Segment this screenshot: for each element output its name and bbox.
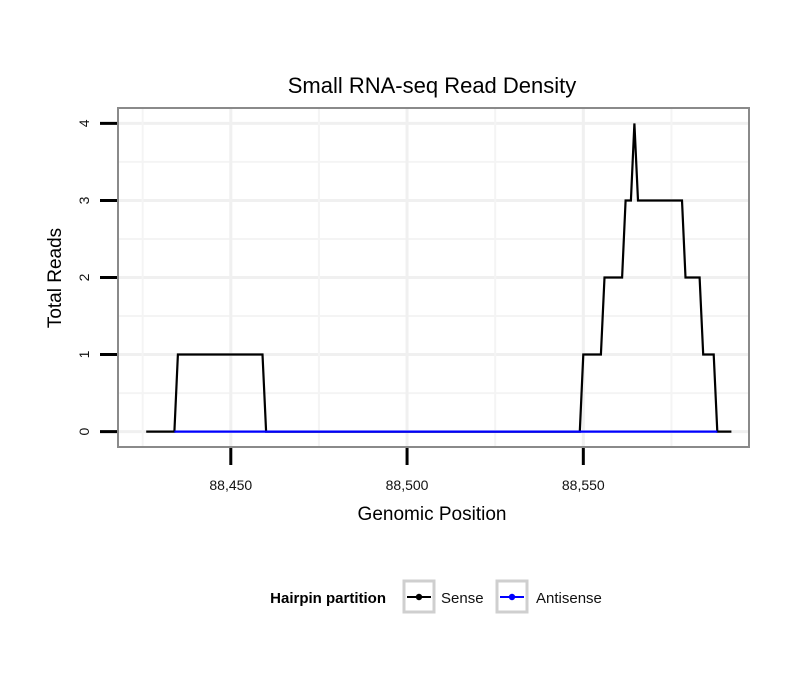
- legend-label-sense: Sense: [441, 590, 484, 607]
- grid: [118, 108, 749, 447]
- x-tick-label: 88,500: [386, 477, 429, 493]
- x-axis-title: Genomic Position: [358, 504, 507, 525]
- x-axis-ticks: 88,450 88,500 88,550: [209, 448, 605, 493]
- y-axis-title: Total Reads: [45, 228, 66, 328]
- y-axis-ticks: 0 1 2 3 4: [76, 119, 117, 435]
- y-tick-label: 1: [76, 350, 92, 358]
- legend-title: Hairpin partition: [270, 590, 386, 607]
- plot-panel: [117, 107, 750, 448]
- series-layer: [146, 123, 732, 433]
- y-tick-label: 0: [76, 427, 92, 435]
- y-tick-label: 3: [76, 196, 92, 204]
- chart-title: Small RNA-seq Read Density: [288, 73, 577, 98]
- x-tick-label: 88,550: [562, 477, 605, 493]
- legend-point-sense: [415, 593, 423, 601]
- x-tick-label: 88,450: [209, 477, 252, 493]
- y-tick-label: 4: [76, 119, 92, 127]
- legend: Hairpin partition Sense Antisense: [270, 579, 602, 614]
- y-tick-label: 2: [76, 273, 92, 281]
- legend-label-antisense: Antisense: [536, 590, 602, 607]
- legend-point-antisense: [508, 593, 516, 601]
- series-line-sense: [146, 123, 732, 433]
